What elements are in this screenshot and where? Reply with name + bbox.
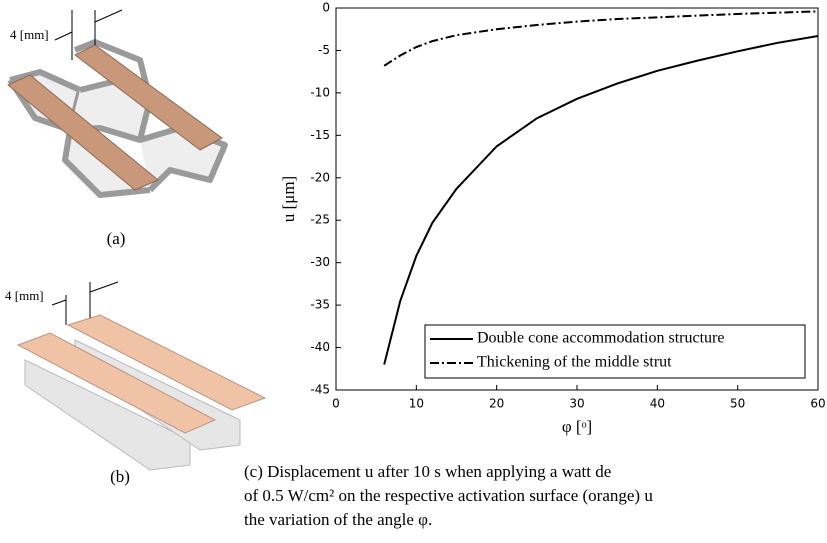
- legend-label: Double cone accommodation structure: [477, 330, 724, 347]
- y-tick-label: -45: [310, 383, 330, 397]
- y-tick-label: -40: [310, 340, 330, 354]
- x-axis-label: φ [ᵒ]: [562, 417, 592, 436]
- x-tick-label: 60: [810, 397, 825, 411]
- x-tick-label: 10: [409, 397, 424, 411]
- page: 4 [mm] (a) 4 [mm] (b) (c) Displacement u…: [0, 0, 827, 543]
- x-tick-label: 40: [650, 397, 665, 411]
- y-tick-label: -5: [318, 43, 330, 57]
- y-tick-label: -20: [310, 170, 330, 184]
- panel-label: (b): [110, 467, 130, 486]
- series-line: [384, 11, 818, 65]
- y-tick-label: -15: [310, 128, 330, 142]
- y-tick-label: 0: [322, 1, 330, 15]
- x-tick-label: 50: [730, 397, 745, 411]
- dimension-label: 4 [mm]: [5, 288, 44, 303]
- y-tick-label: -35: [310, 298, 330, 312]
- x-tick-label: 0: [332, 397, 340, 411]
- y-tick-label: -30: [310, 255, 330, 269]
- x-tick-label: 20: [489, 397, 504, 411]
- y-tick-label: -10: [310, 85, 330, 99]
- figure: 4 [mm] (a) 4 [mm] (b) (c) Displacement u…: [0, 0, 827, 543]
- caption-line: of 0.5 W/cm² on the respective activatio…: [244, 486, 653, 505]
- y-tick-label: -25: [310, 213, 330, 227]
- panel-label: (a): [107, 229, 126, 248]
- lattice-b: [18, 315, 265, 470]
- dimension-label: 4 [mm]: [10, 27, 49, 42]
- x-tick-label: 30: [569, 397, 584, 411]
- caption-line: (c) Displacement u after 10 s when apply…: [244, 462, 611, 481]
- y-axis-label: u [μm]: [279, 176, 298, 222]
- legend-label: Thickening of the middle strut: [477, 354, 672, 371]
- caption-line: the variation of the angle φ.: [244, 510, 432, 529]
- lattice-a: [8, 42, 225, 195]
- series-line: [384, 36, 818, 365]
